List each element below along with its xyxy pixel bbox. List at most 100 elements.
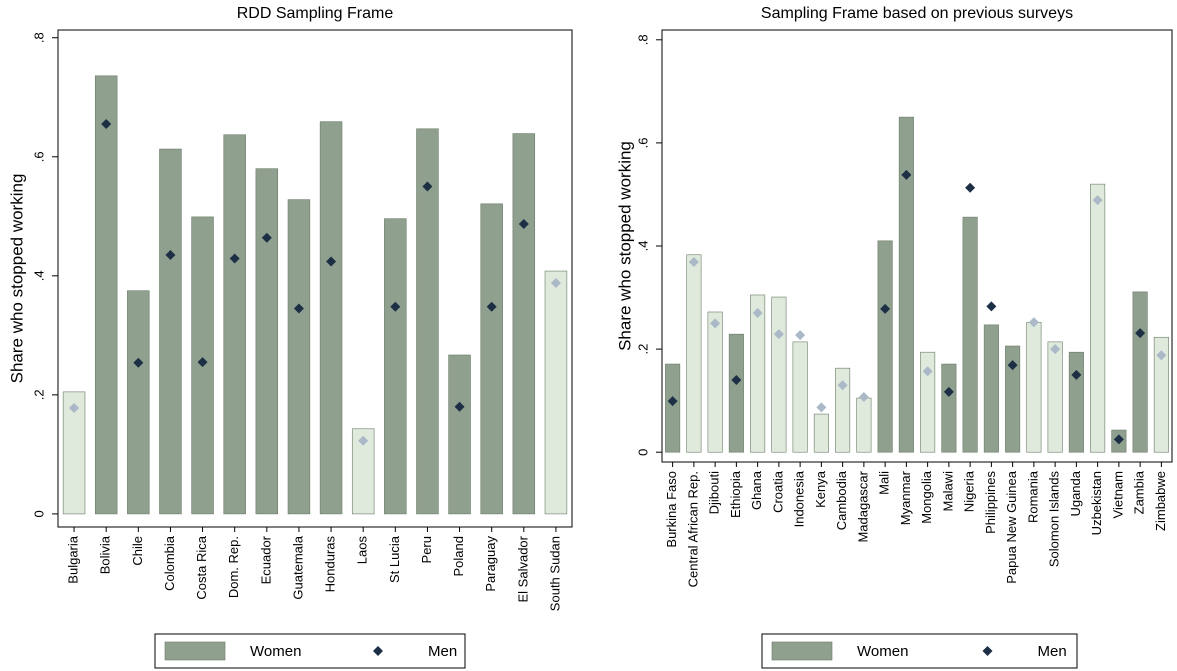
bar — [686, 254, 702, 453]
x-tick-label: Bulgaria — [66, 535, 81, 583]
x-tick-label: Guatemala — [290, 535, 305, 599]
bar — [983, 324, 999, 453]
x-tick-label: Kenya — [813, 470, 828, 508]
x-tick-label: Central African Rep. — [685, 471, 700, 587]
bar — [351, 428, 375, 515]
x-tick-label: El Salvador — [515, 535, 530, 602]
x-tick-label: Uganda — [1068, 470, 1083, 516]
bar — [384, 218, 407, 515]
marker — [358, 435, 369, 446]
marker — [197, 357, 208, 368]
marker — [454, 401, 465, 412]
marker — [486, 301, 497, 312]
bar — [1132, 291, 1148, 453]
bar — [771, 296, 787, 453]
x-tick-label: Cambodia — [834, 470, 849, 530]
y-tick-label: .4 — [31, 270, 46, 281]
bar — [159, 148, 182, 515]
x-tick-label: Honduras — [323, 536, 338, 593]
marker — [101, 119, 112, 130]
bar — [319, 121, 343, 515]
bar — [223, 134, 246, 515]
marker — [1135, 328, 1146, 339]
x-tick-label: Colombia — [162, 535, 177, 591]
marker — [1092, 195, 1103, 206]
x-tick-label: Croatia — [770, 470, 785, 513]
x-tick-label: Indonesia — [792, 470, 807, 527]
bar — [255, 168, 279, 515]
x-tick-label: Papua New Guinea — [1004, 470, 1019, 584]
x-tick-label: Mali — [877, 471, 892, 495]
y-tick-label: .4 — [635, 241, 650, 252]
x-tick-label: Vietnam — [1110, 471, 1125, 518]
x-tick-label: Mongolia — [919, 470, 934, 524]
bar — [1047, 341, 1063, 453]
legend-label: Women — [857, 643, 908, 660]
marker — [69, 402, 80, 413]
marker — [901, 169, 912, 180]
legend-swatch — [982, 646, 993, 656]
y-tick-label: .2 — [635, 344, 650, 355]
bar — [544, 270, 568, 515]
marker — [326, 256, 337, 267]
x-tick-label: Ethiopia — [728, 470, 743, 518]
bar — [1090, 183, 1106, 453]
legend-swatch — [164, 641, 226, 661]
bar — [1068, 351, 1084, 453]
bar — [1026, 321, 1042, 453]
y-tick-label: .6 — [635, 137, 650, 148]
bar — [941, 363, 957, 453]
bar — [707, 311, 723, 453]
marker — [165, 249, 176, 260]
x-tick-label: South Sudan — [547, 536, 562, 611]
bar — [835, 367, 851, 453]
marker — [943, 386, 954, 397]
x-tick-label: Romania — [1025, 470, 1040, 523]
bar — [920, 351, 936, 453]
x-tick-label: Dom. Rep. — [226, 536, 241, 598]
bar — [512, 133, 536, 515]
bar — [287, 199, 311, 515]
marker — [922, 366, 933, 377]
bar — [813, 413, 829, 453]
y-tick-label: .8 — [635, 34, 650, 45]
marker — [1156, 350, 1167, 361]
marker — [518, 219, 529, 230]
marker — [795, 330, 806, 341]
bar — [448, 354, 471, 515]
marker — [837, 380, 848, 391]
plot-area — [661, 29, 1173, 463]
x-tick-label: Myanmar — [898, 470, 913, 525]
marker — [858, 392, 869, 403]
y-tick-label: 0 — [31, 510, 46, 517]
chart-title: RDD Sampling Frame — [237, 5, 394, 22]
marker — [816, 402, 827, 413]
x-tick-label: Costa Rica — [194, 535, 209, 599]
x-tick-label: Djibouti — [707, 471, 722, 514]
bar — [94, 75, 118, 515]
x-tick-label: Nigeria — [962, 470, 977, 512]
marker — [986, 301, 997, 312]
y-axis-label: Share who stopped working — [7, 174, 26, 384]
y-tick-label: .2 — [31, 389, 46, 400]
marker — [1007, 360, 1018, 371]
chart-title: Sampling Frame based on previous surveys — [761, 5, 1073, 22]
marker — [710, 318, 721, 329]
x-tick-label: Malawi — [940, 471, 955, 512]
x-tick-label: Burkina Faso — [664, 471, 679, 548]
bar — [480, 203, 503, 515]
bar — [62, 391, 86, 515]
marker — [550, 277, 561, 288]
y-tick-label: .6 — [31, 151, 46, 162]
x-tick-label: Bolivia — [98, 535, 113, 574]
x-tick-label: Uzbekistan — [1089, 471, 1104, 535]
x-tick-label: Poland — [451, 536, 466, 576]
marker — [1071, 369, 1082, 380]
bar — [1005, 345, 1021, 453]
x-tick-label: Zimbabwe — [1153, 471, 1168, 531]
bar — [416, 128, 439, 515]
bar — [877, 240, 893, 453]
y-tick-label: 0 — [635, 449, 650, 456]
y-tick-label: .8 — [31, 32, 46, 43]
x-tick-label: Madagascar — [855, 470, 870, 542]
